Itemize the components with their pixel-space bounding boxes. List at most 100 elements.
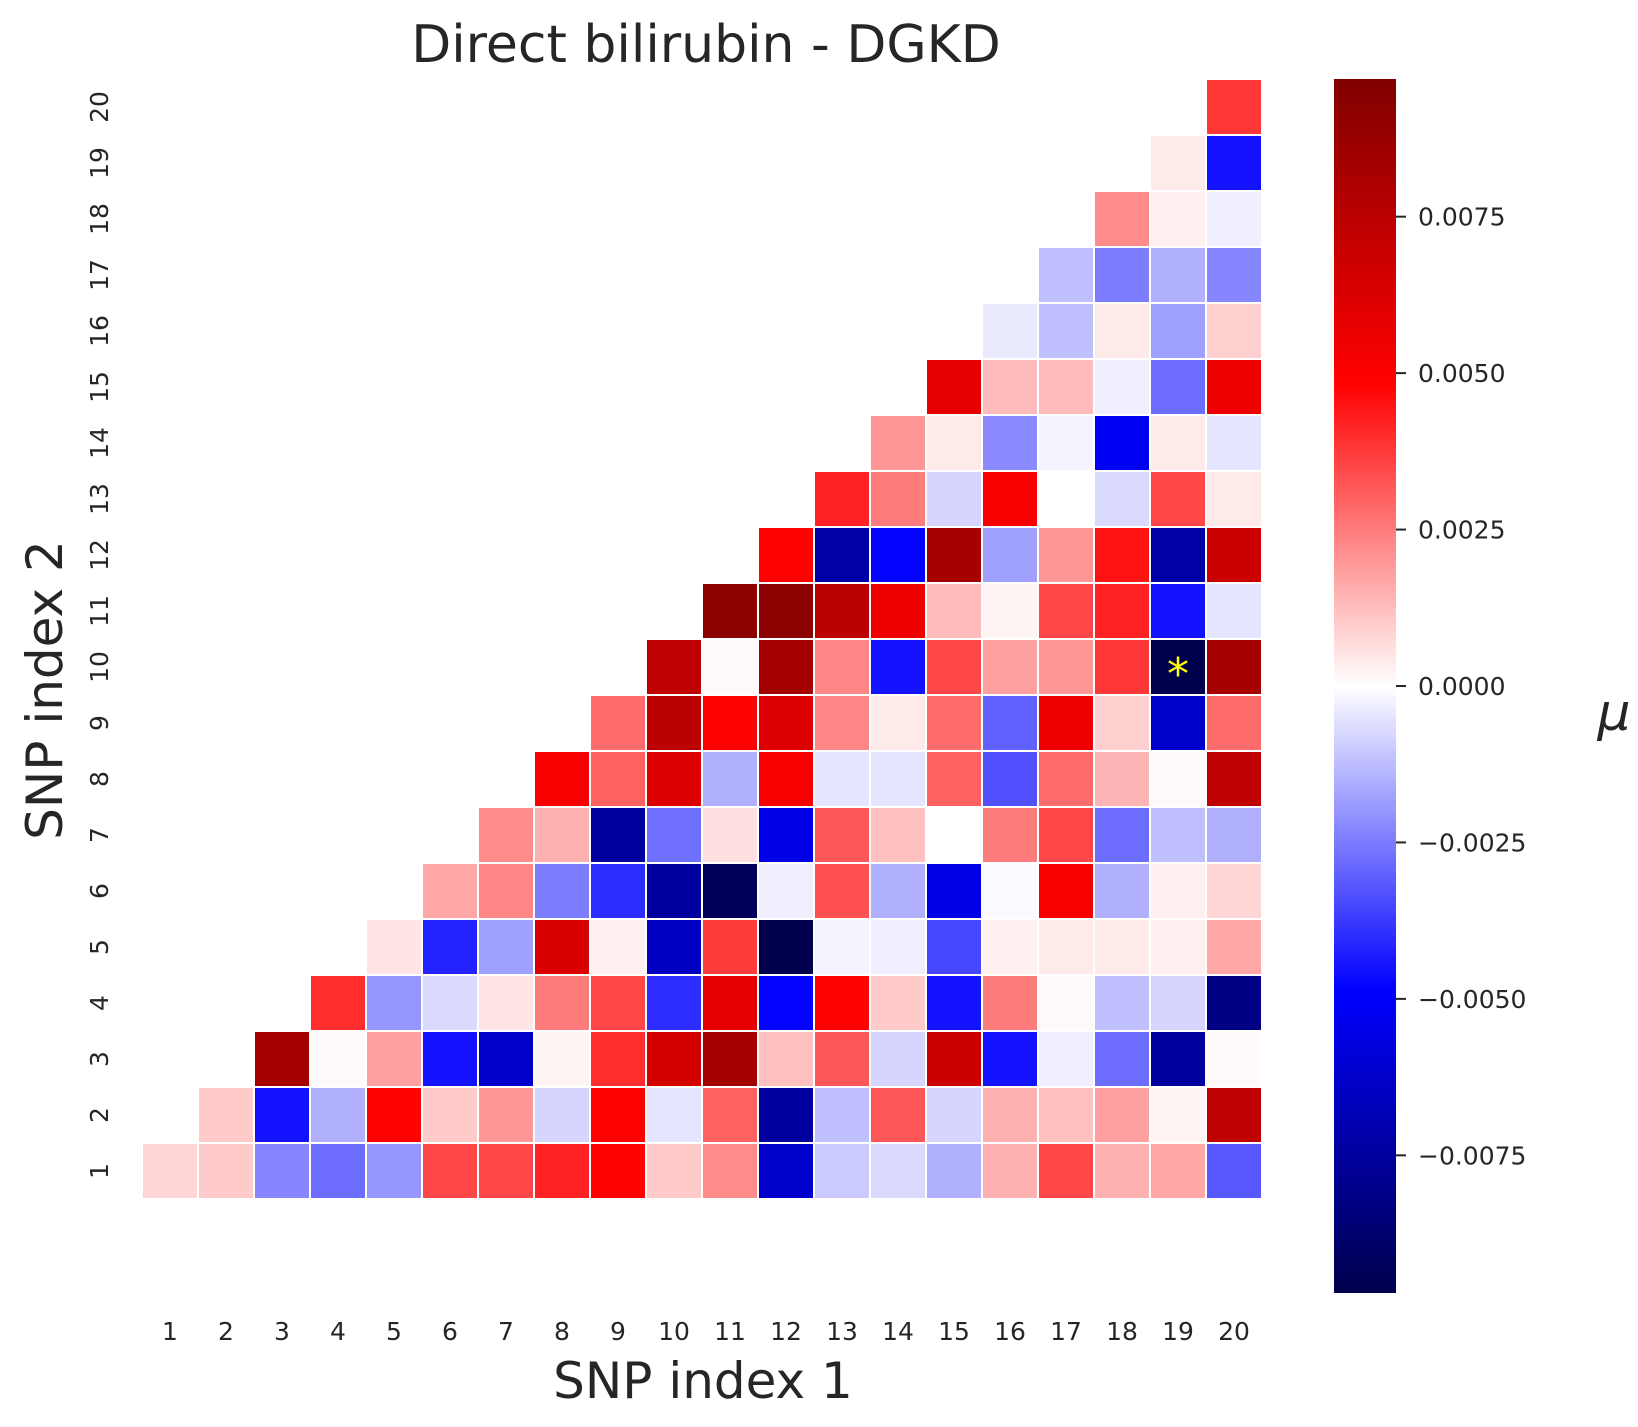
heatmap-cell: [253, 1030, 311, 1088]
heatmap-cell: [1205, 862, 1263, 920]
heatmap-cell: [1093, 806, 1151, 864]
heatmap-cell: [1149, 750, 1207, 808]
heatmap-cell: [1205, 1086, 1263, 1144]
heatmap-cell: [869, 1030, 927, 1088]
heatmap-cell: [365, 974, 423, 1032]
heatmap-cell: [645, 862, 703, 920]
heatmap-cell: [701, 1142, 759, 1200]
heatmap-cell: [1093, 246, 1151, 304]
heatmap-cell: [533, 1030, 591, 1088]
heatmap-cell: [869, 974, 927, 1032]
y-tick-label: 15: [85, 371, 114, 403]
y-tick-label: 14: [85, 427, 114, 459]
heatmap-cell: [981, 1086, 1039, 1144]
chart-title: Direct bilirubin - DGKD: [411, 15, 1001, 75]
heatmap-cell: [757, 918, 815, 976]
x-tick-label: 8: [554, 1317, 570, 1346]
heatmap-cell: [981, 974, 1039, 1032]
y-tick-label: 19: [85, 147, 114, 179]
heatmap-cell: [925, 582, 983, 640]
heatmap-cell: [869, 694, 927, 752]
heatmap-cell: [365, 1086, 423, 1144]
heatmap-cell: [813, 862, 871, 920]
heatmap-cell: [477, 1142, 535, 1200]
heatmap-cell: [1037, 806, 1095, 864]
heatmap-cell: [589, 806, 647, 864]
heatmap-cell: [757, 806, 815, 864]
heatmap-cell: [253, 1086, 311, 1144]
y-tick-label: 4: [85, 995, 114, 1011]
heatmap-cell: [1205, 582, 1263, 640]
heatmap-cell: [645, 918, 703, 976]
heatmap-cell: [1205, 470, 1263, 528]
x-tick-label: 13: [826, 1317, 858, 1346]
heatmap-cell: [925, 526, 983, 584]
x-tick-label: 3: [274, 1317, 290, 1346]
heatmap-cell: [1037, 414, 1095, 472]
heatmap-cell: [869, 918, 927, 976]
heatmap-cell: [813, 1030, 871, 1088]
y-tick-label: 13: [85, 483, 114, 515]
heatmap-cell: [1037, 358, 1095, 416]
y-tick-label: 16: [85, 315, 114, 347]
heatmap-cell: [477, 862, 535, 920]
heatmap-cell: [645, 638, 703, 696]
heatmap-cell: [701, 638, 759, 696]
heatmap-cell: [645, 806, 703, 864]
x-tick-label: 5: [386, 1317, 402, 1346]
heatmap-cell: [1093, 750, 1151, 808]
heatmap-cell: [1093, 694, 1151, 752]
x-tick-label: 14: [882, 1317, 914, 1346]
heatmap-cell: [925, 1142, 983, 1200]
heatmap-cell: [533, 750, 591, 808]
y-tick-label: 2: [85, 1107, 114, 1123]
heatmap-cell: [757, 1142, 815, 1200]
colorbar-tick-label: 0.0075: [1418, 203, 1505, 232]
heatmap-cell: [1149, 358, 1207, 416]
x-tick-label: 17: [1050, 1317, 1082, 1346]
x-tick-label: 10: [658, 1317, 690, 1346]
y-tick-label: 1: [85, 1163, 114, 1179]
x-tick-label: 20: [1218, 1317, 1250, 1346]
heatmap-cell: [421, 862, 479, 920]
heatmap-cell: [1149, 1142, 1207, 1200]
heatmap-cell: [309, 974, 367, 1032]
heatmap-cell: [925, 358, 983, 416]
heatmap-cell: [1205, 526, 1263, 584]
heatmap-cell: [197, 1142, 255, 1200]
heatmap-cell: [1205, 918, 1263, 976]
heatmap-cell: [869, 414, 927, 472]
x-tick-label: 2: [218, 1317, 234, 1346]
heatmap-cell: [1093, 1086, 1151, 1144]
heatmap-cell: [701, 582, 759, 640]
heatmap-cell: [981, 414, 1039, 472]
colorbar-tick-label: 0.0000: [1418, 672, 1505, 701]
heatmap-cell: [589, 694, 647, 752]
heatmap-cell: [1037, 1030, 1095, 1088]
y-axis-label: SNP index 2: [16, 540, 74, 840]
x-tick-label: 18: [1106, 1317, 1138, 1346]
heatmap-cell: [701, 862, 759, 920]
heatmap-cell: [1093, 358, 1151, 416]
heatmap-cell: [1149, 526, 1207, 584]
heatmap-cell: [1037, 302, 1095, 360]
heatmap-cell: [813, 806, 871, 864]
y-tick-label: 5: [85, 939, 114, 955]
heatmap-cell: [925, 470, 983, 528]
heatmap-cell: [813, 694, 871, 752]
significance-marker: *: [1167, 649, 1189, 700]
heatmap-cell: [981, 526, 1039, 584]
y-tick-label: 10: [85, 651, 114, 683]
heatmap-cell: [1149, 190, 1207, 248]
heatmap-cell: [981, 638, 1039, 696]
heatmap-cell: [1149, 806, 1207, 864]
heatmap-cell: [925, 862, 983, 920]
heatmap-cell: [1205, 750, 1263, 808]
heatmap-cell: [1205, 806, 1263, 864]
heatmap-cell: [477, 1086, 535, 1144]
heatmap-cell: [141, 1142, 199, 1200]
heatmap-cell: [701, 1030, 759, 1088]
heatmap-cell: [421, 1142, 479, 1200]
heatmap-cell: [925, 414, 983, 472]
heatmap-cell: [1205, 1030, 1263, 1088]
